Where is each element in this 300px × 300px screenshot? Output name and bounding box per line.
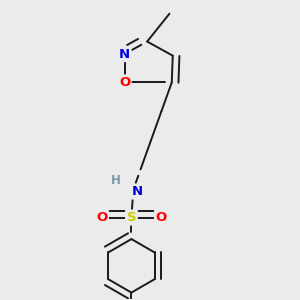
Text: N: N: [119, 48, 130, 61]
Text: O: O: [155, 211, 167, 224]
Text: S: S: [127, 211, 136, 224]
Text: O: O: [119, 76, 130, 89]
Text: H: H: [110, 174, 120, 187]
Text: N: N: [131, 185, 142, 198]
Text: O: O: [96, 211, 107, 224]
